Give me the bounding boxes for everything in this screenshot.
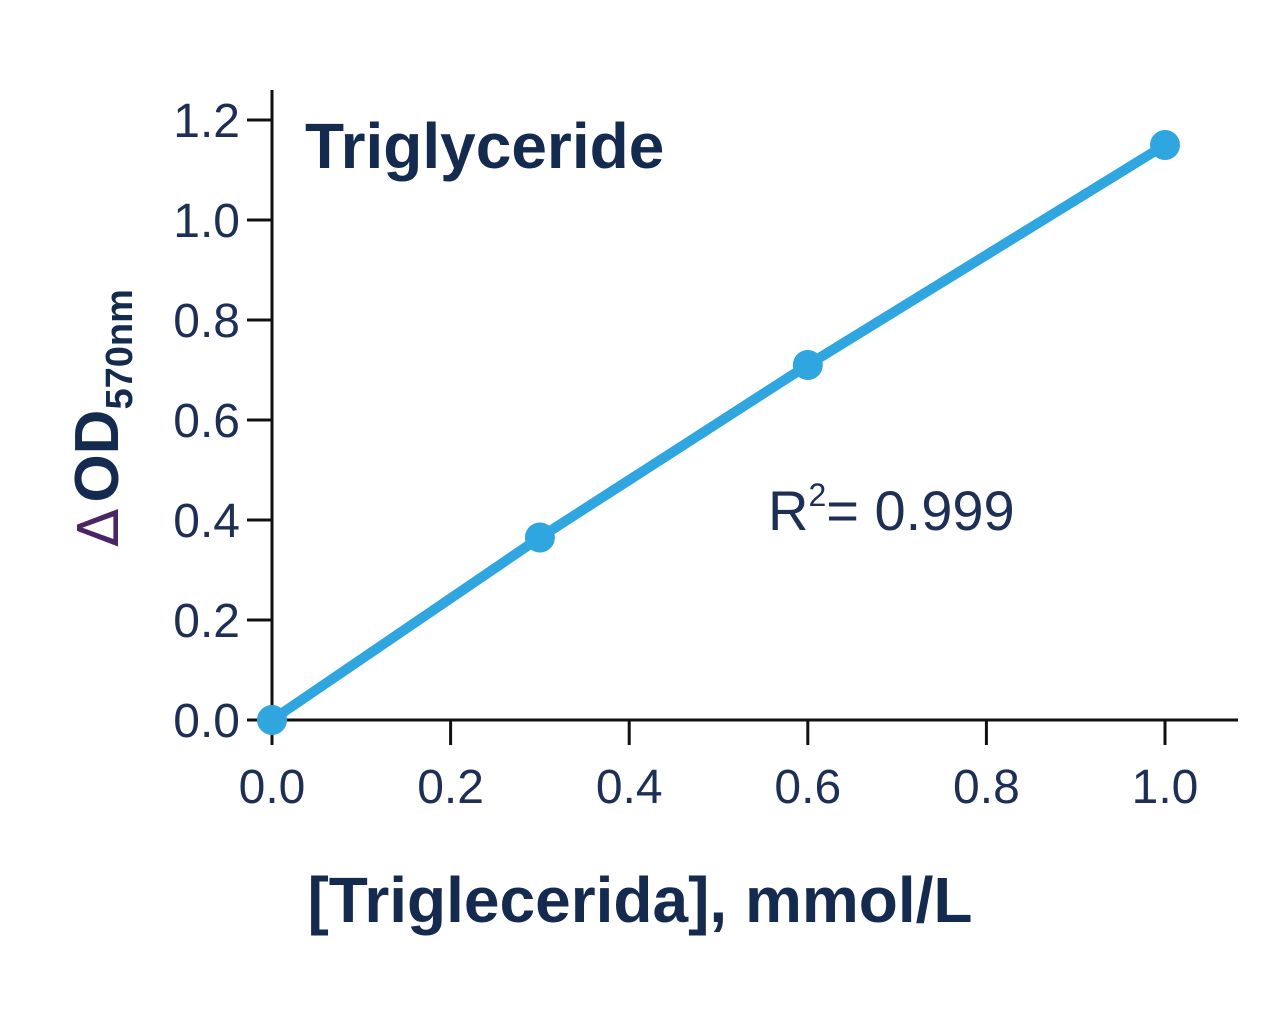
r-value: = 0.999 [826,479,1014,542]
y-axis-label: Δ OD570nm [63,289,141,547]
y-tick-label: 0.8 [173,295,240,348]
x-tick-label: 1.0 [1132,761,1199,814]
data-point [1150,130,1180,160]
data-point [792,350,823,380]
y-tick-label: 0.6 [173,395,240,448]
y-ticks: 0.0 0.2 0.4 0.6 0.8 1.0 1.2 [173,95,272,748]
y-tick-label: 0.4 [173,495,240,548]
y-axis-label-main: OD [63,410,132,503]
x-tick-label: 0.2 [417,761,484,814]
svg-text:ΔOD570nm: Δ OD570nm [63,289,141,547]
y-axis-label-subscript: 570nm [99,289,141,409]
chart-title: Triglyceride [305,110,664,182]
series [257,130,1180,735]
x-tick-label: 0.4 [596,761,663,814]
r-letter: R [768,479,808,542]
axes [270,90,1238,722]
y-tick-label: 1.0 [173,195,240,248]
data-point [524,522,555,553]
data-point [257,705,287,735]
x-axis-label: [Triglecerida], mmol/L [307,864,972,936]
x-tick-label: 0.8 [953,761,1020,814]
x-tick-label: 0.6 [774,761,841,814]
r-superscript: 2 [808,477,826,513]
r-squared-annotation: R2= 0.999 [768,477,1015,542]
y-tick-label: 0.2 [173,595,240,648]
y-tick-label: 1.2 [173,95,240,148]
series-line [267,140,1170,725]
x-ticks: 0.0 0.2 0.4 0.6 0.8 1.0 [239,720,1199,814]
y-tick-label: 0.0 [173,695,240,748]
y-axis-label-delta: Δ [67,509,132,547]
x-tick-label: 0.0 [239,761,306,814]
